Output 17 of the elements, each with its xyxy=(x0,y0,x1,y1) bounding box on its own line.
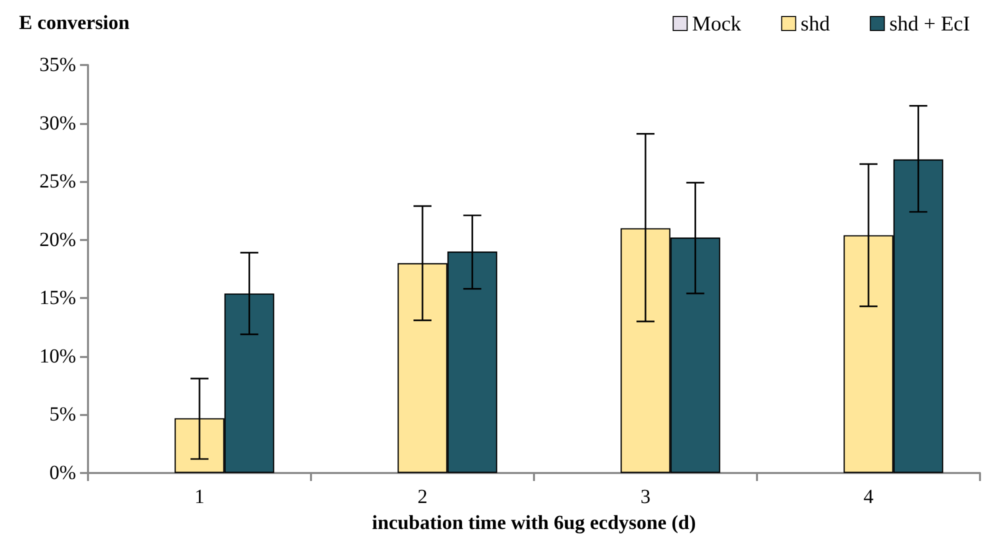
legend-label: Mock xyxy=(692,12,742,36)
legend-label: shd xyxy=(800,12,830,36)
x-tick-label: 1 xyxy=(194,486,204,508)
legend-label: shd + EcI xyxy=(889,12,970,36)
y-tick-label: 0% xyxy=(49,462,76,484)
y-tick-label: 35% xyxy=(39,54,76,76)
y-tick-label: 20% xyxy=(39,228,76,251)
x-axis-title: incubation time with 6ug ecdysone (d) xyxy=(372,512,696,534)
x-tick-label: 2 xyxy=(418,486,428,508)
y-tick-label: 5% xyxy=(49,404,76,426)
y-tick-label: 25% xyxy=(39,170,76,193)
y-tick-label: 15% xyxy=(39,287,76,310)
y-tick-label: 10% xyxy=(39,345,76,368)
chart-title: E conversion xyxy=(19,12,130,34)
y-tick-label: 30% xyxy=(39,112,76,134)
x-tick-label: 4 xyxy=(864,486,874,508)
x-tick-label: 3 xyxy=(640,486,650,508)
